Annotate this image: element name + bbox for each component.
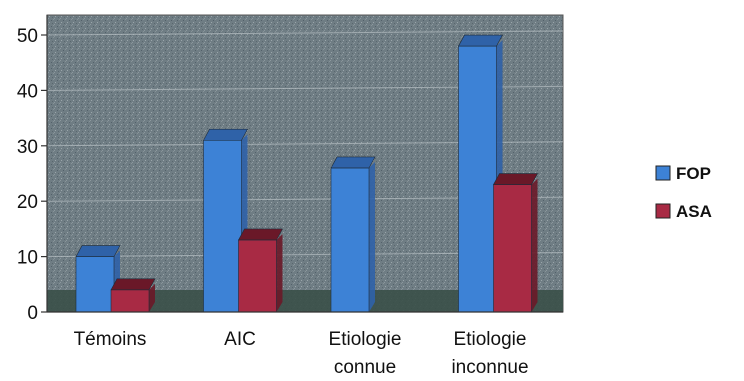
bar-asa [493,184,532,313]
bar-top-fop [457,34,504,47]
legend-label-fop: FOP [676,164,711,183]
bar-fop [75,256,115,313]
x-tick-label: connue [334,357,396,378]
gridline [46,30,564,36]
legend: FOP ASA [655,164,712,221]
y-tick-label: 30 [17,137,38,158]
bar-top-asa [110,278,156,291]
y-tick-label: 0 [27,303,38,324]
chart-floor [47,290,563,312]
bar-top-fop [75,245,121,257]
x-tick-label: Etiologie [454,329,527,350]
x-tick-label: AIC [224,329,256,350]
bars [75,34,539,313]
bar-top-fop [330,156,376,169]
bar-fop [458,45,497,313]
legend-label-asa: ASA [676,202,712,221]
legend-swatch-fop [655,165,671,181]
x-tick-label: inconnue [451,357,528,378]
bar-top-asa [237,228,284,241]
bar-side-fop [369,161,375,312]
legend-swatch-asa [655,203,671,219]
x-axis: Témoins AIC Etiologie connue Etiologie inconn… [74,329,529,378]
bar-asa [110,289,150,313]
bar-fop [203,139,242,313]
floor-band [47,290,563,312]
x-tick-label: Témoins [74,329,147,350]
bar-asa [238,239,277,313]
y-tick-label: 10 [17,248,38,269]
y-tick-label: 50 [17,26,38,47]
y-tick-label: 20 [17,192,38,213]
bar-fop [330,167,370,313]
bar-side-asa [531,178,538,312]
y-axis: 0 10 20 30 40 50 [17,15,563,324]
bar-side-asa [276,233,283,312]
x-tick-label: Etiologie [329,329,402,350]
bar-top-fop [202,128,249,141]
y-tick-label: 40 [17,81,38,102]
bar-side-asa [149,283,155,312]
bar-top-asa [492,173,539,185]
